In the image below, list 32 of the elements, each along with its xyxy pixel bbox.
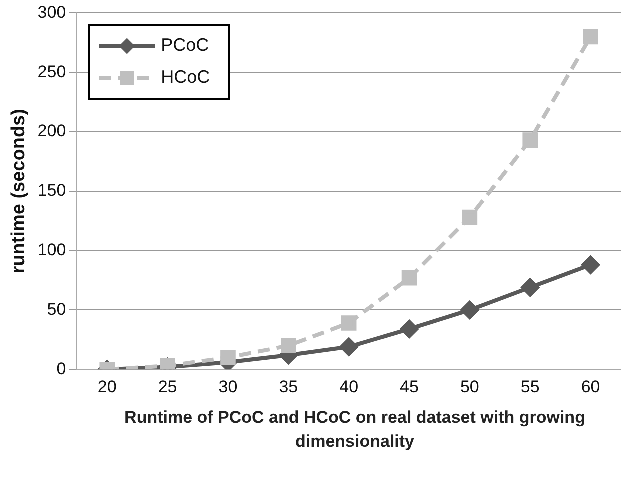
x-tick-label: 20 [98,377,117,396]
point [341,316,357,331]
point [522,132,538,148]
x-tick-label: 55 [520,377,540,396]
y-tick-label: 150 [38,181,66,200]
y-tick-label: 0 [56,359,66,378]
y-axis-title: runtime (seconds) [8,109,30,274]
point [583,29,598,45]
x-tick-label: 45 [400,377,419,396]
point [462,210,478,226]
x-tick-label: 25 [158,377,178,396]
x-tick-label: 30 [218,377,238,396]
x-tick-label: 60 [581,377,600,396]
point [460,301,479,320]
point [340,338,358,356]
x-tick-label: 35 [279,377,298,396]
y-tick-label: 200 [38,122,66,141]
x-tick-label: 40 [340,377,359,396]
y-tick-label: 100 [38,240,66,260]
point [521,278,540,297]
x-tick-label: 50 [460,377,480,396]
point [281,338,296,354]
y-tick-label: 50 [47,300,66,319]
legend-label: HCoC [161,67,210,88]
y-tick-label: 300 [38,2,66,22]
point [582,256,600,274]
point [220,350,236,366]
point [402,270,418,286]
y-tick-label: 250 [38,62,66,82]
legend-label: PCoC [161,35,210,56]
point [400,320,419,338]
x-axis-title: Runtime of PCoC and HCoC on real dataset with growing dimensionality [124,407,586,453]
